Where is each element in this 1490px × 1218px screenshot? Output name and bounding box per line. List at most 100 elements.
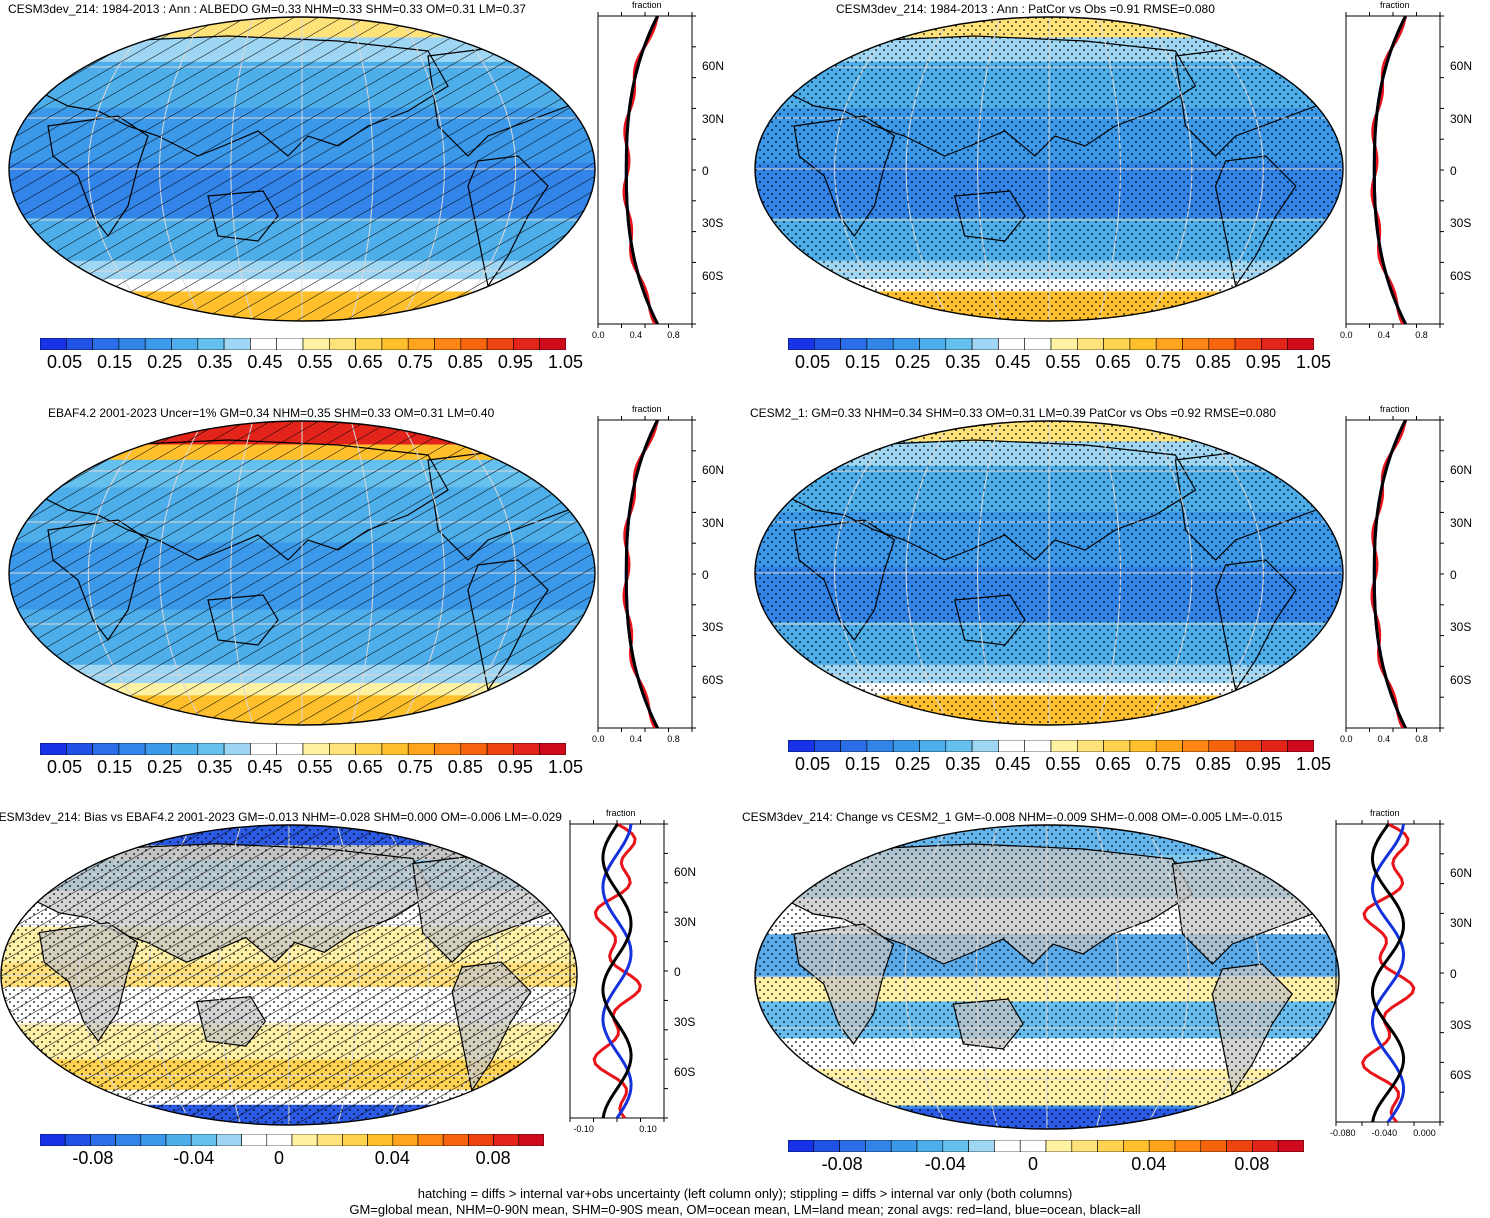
colorbar-tick-label: 0.55 xyxy=(1045,754,1081,774)
colorbar-tick-label: 0.15 xyxy=(97,352,133,372)
lat-label: 0 xyxy=(702,568,709,582)
lat-label: 30N xyxy=(1450,515,1473,530)
colorbar-tick-label: 0 xyxy=(274,1148,285,1168)
map-change xyxy=(754,824,1340,1130)
map-albedo-model xyxy=(8,16,596,322)
colorbar-tick-label: 0.08 xyxy=(475,1148,511,1168)
colorbar-labels: 0.05 0.15 0.25 0.35 0.45 0.55 0.65 0.75 0.85 0.95… xyxy=(40,352,583,374)
colorbar-tick-label: 0.35 xyxy=(945,754,981,774)
colorbar xyxy=(40,1134,544,1146)
lat-label: 60N xyxy=(1450,59,1473,74)
zonal-x-tick: 0.4 xyxy=(629,734,643,744)
colorbar-tick-label: 1.05 xyxy=(548,757,584,777)
colorbar-tick-label: 0.75 xyxy=(1145,352,1181,372)
zonal-x-tick: 0.10 xyxy=(639,1124,657,1134)
colorbar-labels: 0.05 0.15 0.25 0.35 0.45 0.55 0.65 0.75 0.85 0.95… xyxy=(788,352,1331,374)
colorbar-tick-label: 0.55 xyxy=(1045,352,1081,372)
map-albedo-cesm2 xyxy=(754,420,1344,726)
lat-label: 60N xyxy=(1450,463,1473,478)
zonal-x-tick: 0.8 xyxy=(1415,330,1428,340)
colorbar-tick-label: 0.65 xyxy=(347,352,383,372)
lat-label: 60N xyxy=(1450,865,1473,880)
colorbar-tick-label: 0.35 xyxy=(197,352,233,372)
lat-label: 0 xyxy=(1450,967,1457,981)
map-albedo-model-stippled xyxy=(754,16,1344,322)
colorbar-tick-label: 0.25 xyxy=(895,352,931,372)
zonal-mean-plot xyxy=(569,820,668,1122)
colorbar-tick-label: 1.05 xyxy=(1296,754,1332,774)
colorbar xyxy=(40,338,566,350)
lat-label: 30S xyxy=(1450,620,1472,635)
lat-label: 0 xyxy=(702,164,709,178)
zonal-x-tick: 0.4 xyxy=(1377,734,1391,744)
lat-label: 30S xyxy=(1450,1017,1472,1032)
zonal-x-tick: -0.040 xyxy=(1371,1128,1398,1138)
lat-label: 60S xyxy=(702,268,724,283)
zonal-x-tick: 0.000 xyxy=(1413,1128,1436,1138)
zonal-mean-plot xyxy=(597,12,696,328)
zonal-x-tick: 0.8 xyxy=(667,734,680,744)
zonal-mean-plot xyxy=(1345,12,1444,328)
panel-title: CESM2_1: GM=0.33 NHM=0.34 SHM=0.33 OM=0.… xyxy=(750,406,1276,420)
zonal-mean-plot xyxy=(597,416,696,732)
colorbar-labels: -0.08 -0.04 0 0.04 0.08 xyxy=(40,1148,544,1170)
lat-label: 30N xyxy=(1450,916,1473,931)
colorbar-tick-label: 0.75 xyxy=(1145,754,1181,774)
colorbar-tick-label: 0.85 xyxy=(447,352,483,372)
zonal-mean-plot xyxy=(1345,416,1444,732)
zonal-axis-title: fraction xyxy=(1380,404,1410,414)
colorbar-tick-label: 0.25 xyxy=(895,754,931,774)
lat-label: 60S xyxy=(1450,268,1472,283)
colorbar-tick-label: 0.08 xyxy=(1234,1154,1270,1174)
zonal-x-tick: 0.0 xyxy=(1340,734,1353,744)
colorbar-tick-label: 0 xyxy=(1028,1154,1039,1174)
colorbar-tick-label: 0.95 xyxy=(497,352,533,372)
colorbar xyxy=(788,338,1314,350)
zonal-x-tick: 0.0 xyxy=(1340,330,1353,340)
zonal-x-tick: 0.4 xyxy=(1377,330,1391,340)
colorbar-tick-label: 0.15 xyxy=(845,352,881,372)
panel-title: CESM3dev_214: Change vs CESM2_1 GM=-0.00… xyxy=(742,810,1283,824)
zonal-axis-title: fraction xyxy=(632,0,662,10)
map-bias xyxy=(0,824,578,1126)
zonal-x-tick: 0.8 xyxy=(1415,734,1428,744)
colorbar xyxy=(788,1140,1304,1152)
zonal-axis-title: fraction xyxy=(606,808,636,818)
colorbar-tick-label: 0.05 xyxy=(47,352,83,372)
panel-title: CESM3dev_214: Bias vs EBAF4.2 2001-2023 … xyxy=(0,810,562,824)
colorbar-tick-label: 0.25 xyxy=(147,757,183,777)
zonal-x-tick: 0.0 xyxy=(592,734,605,744)
lat-label: 30S xyxy=(702,216,724,231)
lat-label: 0 xyxy=(674,965,681,979)
lat-label: 0 xyxy=(1450,568,1457,582)
panel-title: EBAF4.2 2001-2023 Uncer=1% GM=0.34 NHM=0… xyxy=(48,406,495,420)
colorbar-tick-label: 0.75 xyxy=(397,352,433,372)
colorbar-tick-label: 0.95 xyxy=(1245,352,1281,372)
panel-title: CESM3dev_214: 1984-2013 : Ann : ALBEDO G… xyxy=(8,2,526,16)
colorbar-tick-label: 1.05 xyxy=(1296,352,1332,372)
colorbar-tick-label: 0.15 xyxy=(97,757,133,777)
colorbar-tick-label: 0.65 xyxy=(1095,352,1131,372)
lat-label: 30S xyxy=(702,620,724,635)
lat-label: 30N xyxy=(1450,111,1473,126)
colorbar-labels: 0.05 0.15 0.25 0.35 0.45 0.55 0.65 0.75 0.85 0.95… xyxy=(788,754,1331,776)
colorbar xyxy=(40,743,566,755)
zonal-mean-plot xyxy=(1335,820,1444,1126)
lat-label: 60N xyxy=(674,865,697,880)
zonal-x-tick: 0.8 xyxy=(667,330,680,340)
lat-label: 30N xyxy=(702,111,725,126)
lat-label: 60S xyxy=(702,672,724,687)
lat-label: 0 xyxy=(1450,164,1457,178)
colorbar-tick-label: 0.45 xyxy=(995,754,1031,774)
lat-label: 60S xyxy=(1450,1068,1472,1083)
colorbar-tick-label: 0.05 xyxy=(795,352,831,372)
zonal-axis-title: fraction xyxy=(1370,808,1400,818)
colorbar-tick-label: 0.04 xyxy=(1131,1154,1167,1174)
zonal-x-tick: -0.10 xyxy=(573,1124,594,1134)
zonal-axis-title: fraction xyxy=(1380,0,1410,10)
colorbar-tick-label: 0.04 xyxy=(374,1148,410,1168)
colorbar-tick-label: 0.35 xyxy=(197,757,233,777)
lat-label: 60S xyxy=(1450,672,1472,687)
colorbar-tick-label: 0.75 xyxy=(397,757,433,777)
colorbar-tick-label: 0.35 xyxy=(945,352,981,372)
